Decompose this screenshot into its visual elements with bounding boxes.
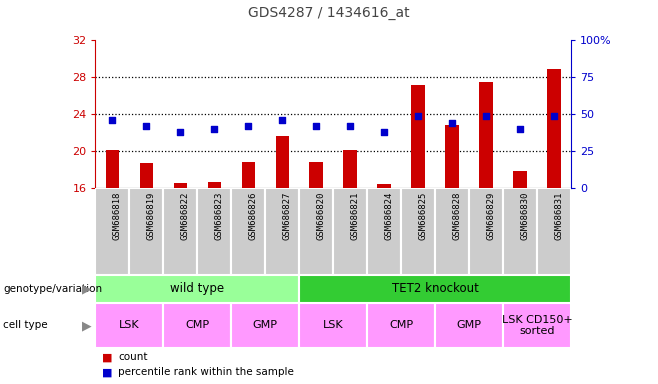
Text: GSM686827: GSM686827 [282,192,291,240]
Point [549,113,559,119]
Text: genotype/variation: genotype/variation [3,284,103,294]
Text: GMP: GMP [253,320,278,331]
Text: wild type: wild type [170,283,224,295]
Point [515,126,526,132]
Point [311,123,322,129]
Bar [537,188,571,275]
Text: LSK CD150+
sorted: LSK CD150+ sorted [502,314,572,336]
Text: ▶: ▶ [82,283,91,295]
Bar [401,188,435,275]
Point [345,123,355,129]
Text: LSK: LSK [323,320,343,331]
Bar [343,150,357,188]
Text: GMP: GMP [457,320,482,331]
Point [447,120,457,126]
Bar [503,303,571,348]
Point [413,113,424,119]
Text: GSM686829: GSM686829 [486,192,495,240]
Bar [174,183,187,188]
Bar [232,188,265,275]
Bar [241,162,255,188]
Text: CMP: CMP [186,320,209,331]
Bar [299,275,571,303]
Bar [139,163,153,188]
Text: GSM686819: GSM686819 [146,192,155,240]
Bar [480,82,493,188]
Text: GSM686823: GSM686823 [215,192,223,240]
Bar [232,303,299,348]
Point [379,129,390,135]
Bar [445,125,459,188]
Text: GSM686825: GSM686825 [418,192,427,240]
Point [277,117,288,123]
Text: GDS4287 / 1434616_at: GDS4287 / 1434616_at [248,6,410,20]
Bar [299,188,333,275]
Bar [265,188,299,275]
Bar [469,188,503,275]
Bar [435,188,469,275]
Point [175,129,186,135]
Text: TET2 knockout: TET2 knockout [392,283,478,295]
Text: ■: ■ [102,367,113,377]
Bar [367,303,435,348]
Text: ▶: ▶ [82,319,91,332]
Text: GSM686831: GSM686831 [554,192,563,240]
Point [141,123,151,129]
Text: GSM686826: GSM686826 [248,192,257,240]
Text: LSK: LSK [119,320,139,331]
Bar [197,188,232,275]
Bar [163,188,197,275]
Bar [503,188,537,275]
Bar [163,303,232,348]
Bar [299,303,367,348]
Text: cell type: cell type [3,320,48,331]
Bar [547,69,561,188]
Bar [95,188,130,275]
Text: GSM686828: GSM686828 [452,192,461,240]
Bar [276,136,289,188]
Text: percentile rank within the sample: percentile rank within the sample [118,367,294,377]
Bar [334,188,367,275]
Text: GSM686821: GSM686821 [350,192,359,240]
Text: GSM686820: GSM686820 [316,192,325,240]
Bar [367,188,401,275]
Text: ■: ■ [102,352,113,362]
Bar [207,182,221,188]
Bar [435,303,503,348]
Text: CMP: CMP [389,320,413,331]
Bar [309,162,323,188]
Bar [95,275,299,303]
Bar [513,170,527,188]
Text: count: count [118,352,148,362]
Bar [105,150,119,188]
Text: GSM686818: GSM686818 [113,192,121,240]
Text: GSM686822: GSM686822 [180,192,190,240]
Point [481,113,492,119]
Bar [95,303,163,348]
Bar [378,184,391,188]
Text: GSM686830: GSM686830 [520,192,529,240]
Bar [130,188,163,275]
Point [243,123,253,129]
Text: GSM686824: GSM686824 [384,192,393,240]
Bar [411,85,425,188]
Point [107,117,118,123]
Point [209,126,220,132]
